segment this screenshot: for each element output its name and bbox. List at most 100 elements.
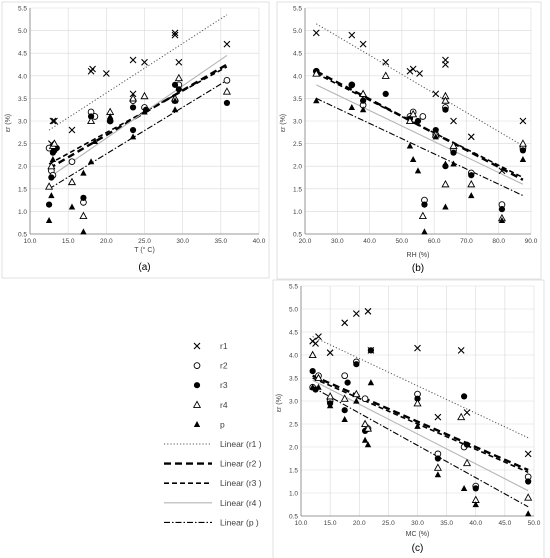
legend-item: r1 <box>193 341 228 351</box>
y-tick-label: 3.0 <box>293 119 302 126</box>
x-tick-label: 50.0 <box>528 520 541 527</box>
data-point-r1 <box>348 31 356 39</box>
data-point-r1 <box>406 67 414 75</box>
trendline-r2 <box>312 374 529 472</box>
x-tick-label: 40.0 <box>469 520 482 527</box>
data-point-r3 <box>171 81 179 88</box>
legend-label: Linear (r3 ) <box>220 478 262 488</box>
data-point-r1 <box>409 65 417 73</box>
series-p <box>313 97 527 235</box>
trendline-r4 <box>48 55 228 178</box>
data-point-r4 <box>222 87 232 95</box>
data-point-r3 <box>309 368 316 375</box>
data-point-r1 <box>434 413 442 421</box>
y-tick-label: 3.5 <box>293 96 302 103</box>
x-tick-label: 15.0 <box>62 238 75 245</box>
data-point-r1 <box>141 58 148 66</box>
data-point-r4 <box>47 161 56 170</box>
data-point-p <box>171 97 179 104</box>
series-p <box>309 379 532 517</box>
x-tick-label: 10.0 <box>295 520 308 527</box>
y-tick-label: 1.0 <box>289 491 298 498</box>
data-point-r4 <box>467 179 476 188</box>
data-point-r3 <box>107 117 114 125</box>
data-point-r3 <box>432 126 439 134</box>
data-point-r4 <box>524 493 533 501</box>
data-point-r4 <box>449 141 458 149</box>
data-point-r3 <box>45 201 53 208</box>
data-point-r4 <box>409 109 418 118</box>
y-tick-label: 2.0 <box>289 445 298 452</box>
legend-marker-r4 <box>192 400 202 408</box>
data-point-r4 <box>441 179 450 188</box>
data-point-r3 <box>129 126 137 134</box>
x-axis-label: MC (%) <box>406 531 430 538</box>
series-r4 <box>308 350 533 503</box>
data-point-r1 <box>364 307 372 315</box>
x-tick-label: 50.0 <box>396 238 409 245</box>
trendline-r4 <box>312 379 529 492</box>
y-tick-label: 4.0 <box>289 353 298 360</box>
y-tick-label: 1.5 <box>18 186 27 193</box>
series-r2 <box>45 76 231 206</box>
legend-marker-p <box>193 421 201 427</box>
data-point-r1 <box>524 450 532 458</box>
trendline-r1 <box>316 23 524 147</box>
y-tick-label: 5.5 <box>293 6 302 13</box>
chart-frame <box>276 1 542 280</box>
y-tick-label: 5.5 <box>18 6 27 13</box>
series-r3 <box>313 68 527 213</box>
x-tick-label: 70.0 <box>460 238 473 245</box>
data-point-p <box>414 167 422 174</box>
y-tick-label: 2.0 <box>293 164 302 171</box>
data-point-r1 <box>326 349 334 357</box>
trendline-r1 <box>48 14 228 131</box>
data-point-r4 <box>457 412 466 421</box>
data-point-r2 <box>68 158 76 166</box>
data-point-r1 <box>341 319 349 327</box>
trendline-r3 <box>312 377 529 474</box>
data-point-r1 <box>352 310 360 317</box>
x-tick-label: 60.0 <box>428 238 441 245</box>
data-point-p <box>442 160 449 167</box>
y-tick-label: 5.0 <box>289 307 298 314</box>
panel-label: (c) <box>412 543 424 554</box>
data-point-r1 <box>68 126 76 134</box>
data-point-r4 <box>312 69 321 77</box>
y-tick-label: 0.5 <box>18 232 27 239</box>
data-point-r3 <box>414 395 421 402</box>
legend-label: r3 <box>220 380 228 390</box>
data-point-r1 <box>51 117 58 125</box>
data-point-p <box>434 471 442 478</box>
data-point-p <box>80 169 87 176</box>
trendline-p <box>48 79 228 190</box>
legend-marker-r2 <box>193 362 201 369</box>
legend-item: Linear (r3 ) <box>164 478 262 488</box>
data-point-p <box>359 106 367 113</box>
data-point-p <box>442 203 449 210</box>
data-point-r4 <box>326 392 335 400</box>
y-tick-label: 0.5 <box>293 232 302 239</box>
data-point-r1 <box>129 56 137 64</box>
data-point-r1 <box>175 58 183 66</box>
data-point-r3 <box>175 86 182 93</box>
legend-label: Linear (r4 ) <box>220 498 262 508</box>
legend-item: Linear (p ) <box>164 517 259 527</box>
data-point-p <box>80 228 87 235</box>
y-tick-label: 2.5 <box>293 141 302 148</box>
data-point-p <box>450 160 457 167</box>
data-point-p <box>129 133 137 140</box>
series-r1 <box>47 29 231 147</box>
data-point-r3 <box>434 455 441 462</box>
data-point-r4 <box>518 139 527 147</box>
x-tick-label: 20.0 <box>353 520 366 527</box>
legend-item: p <box>193 419 225 429</box>
data-point-r1 <box>457 347 465 354</box>
data-point-r1 <box>519 117 527 125</box>
trendline-r4 <box>316 84 524 185</box>
data-point-r3 <box>87 113 95 120</box>
data-point-r3 <box>472 485 479 492</box>
data-point-r1 <box>223 40 231 48</box>
chart-frame <box>272 279 545 558</box>
y-axis-label: εr (%) <box>280 114 287 132</box>
